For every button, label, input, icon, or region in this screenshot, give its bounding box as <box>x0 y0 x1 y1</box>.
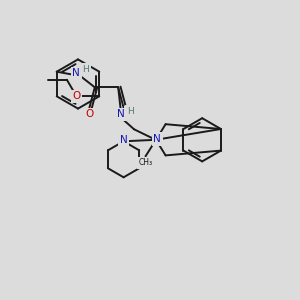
Text: N: N <box>120 135 128 145</box>
Text: H: H <box>127 107 134 116</box>
Text: N: N <box>117 109 124 119</box>
Text: O: O <box>72 91 81 101</box>
Text: CH₃: CH₃ <box>138 158 153 167</box>
Text: H: H <box>82 65 89 74</box>
Text: N: N <box>153 134 161 144</box>
Text: N: N <box>72 68 80 78</box>
Text: O: O <box>126 108 134 118</box>
Text: O: O <box>85 109 94 119</box>
